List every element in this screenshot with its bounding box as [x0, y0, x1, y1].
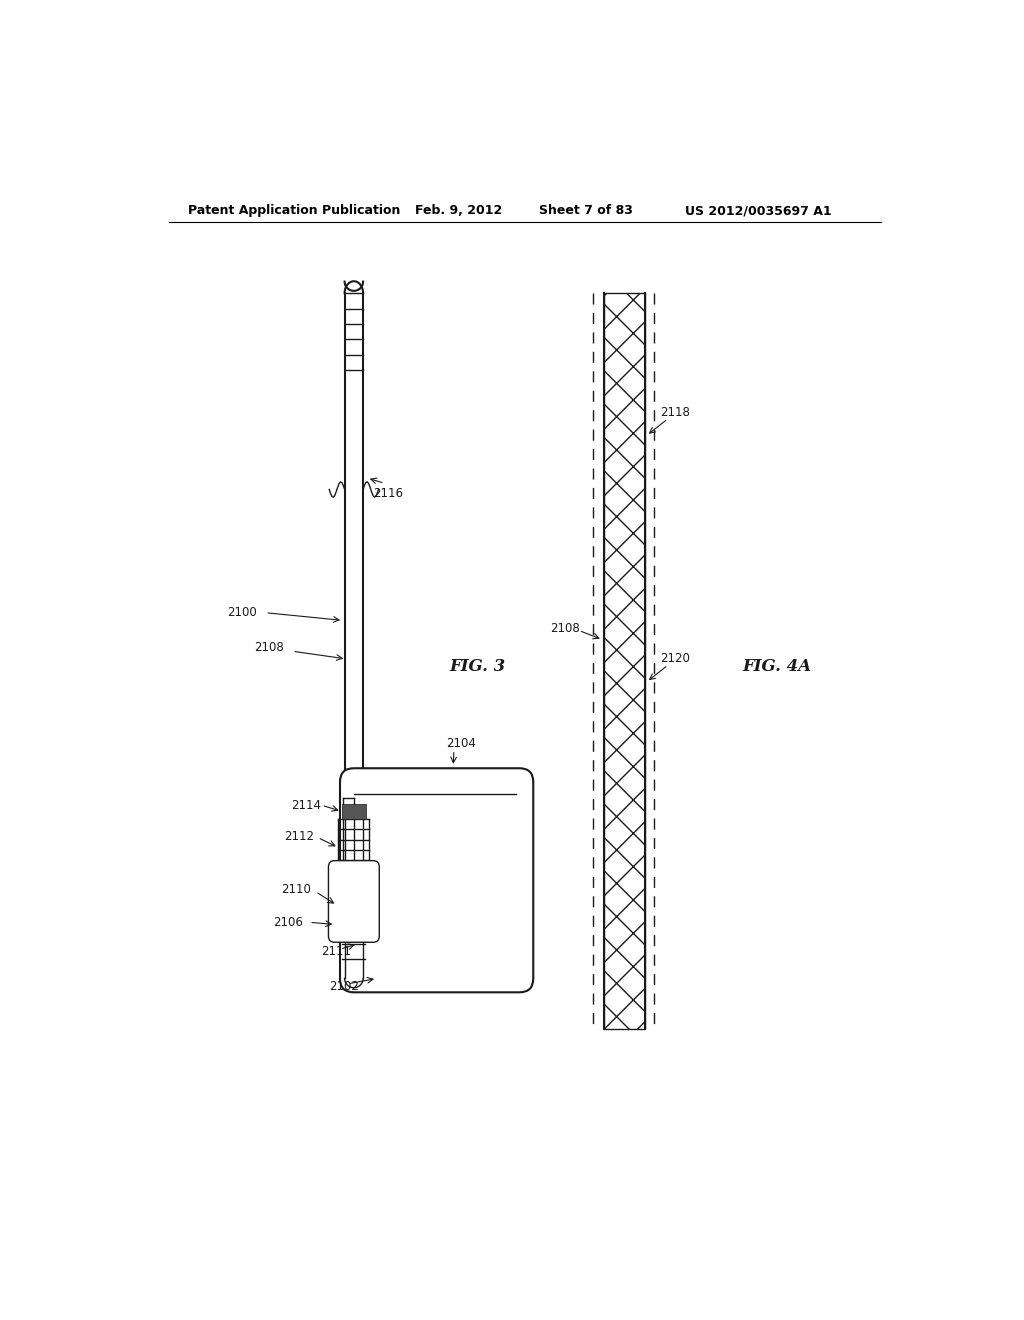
Bar — [604, 293, 645, 1028]
Text: US 2012/0035697 A1: US 2012/0035697 A1 — [685, 205, 831, 218]
Bar — [342, 804, 367, 818]
Text: 2102: 2102 — [330, 979, 359, 993]
FancyBboxPatch shape — [340, 768, 534, 993]
Text: 2118: 2118 — [660, 407, 690, 418]
Text: 2104: 2104 — [446, 737, 476, 750]
Text: 2112: 2112 — [285, 829, 314, 842]
FancyBboxPatch shape — [329, 861, 379, 942]
Text: 2108: 2108 — [254, 640, 284, 653]
Text: 2111: 2111 — [322, 945, 351, 958]
Text: FIG. 3: FIG. 3 — [449, 659, 505, 675]
Text: Sheet 7 of 83: Sheet 7 of 83 — [539, 205, 633, 218]
Text: Patent Application Publication: Patent Application Publication — [188, 205, 400, 218]
Text: 2114: 2114 — [291, 799, 321, 812]
Text: 2100: 2100 — [226, 606, 257, 619]
Text: 2116: 2116 — [373, 487, 403, 500]
Text: 2106: 2106 — [273, 916, 303, 929]
Text: Feb. 9, 2012: Feb. 9, 2012 — [416, 205, 503, 218]
Text: FIG. 4A: FIG. 4A — [742, 659, 812, 675]
Text: 2108: 2108 — [550, 622, 580, 635]
Text: 2110: 2110 — [281, 883, 310, 896]
Text: 2120: 2120 — [660, 652, 690, 665]
